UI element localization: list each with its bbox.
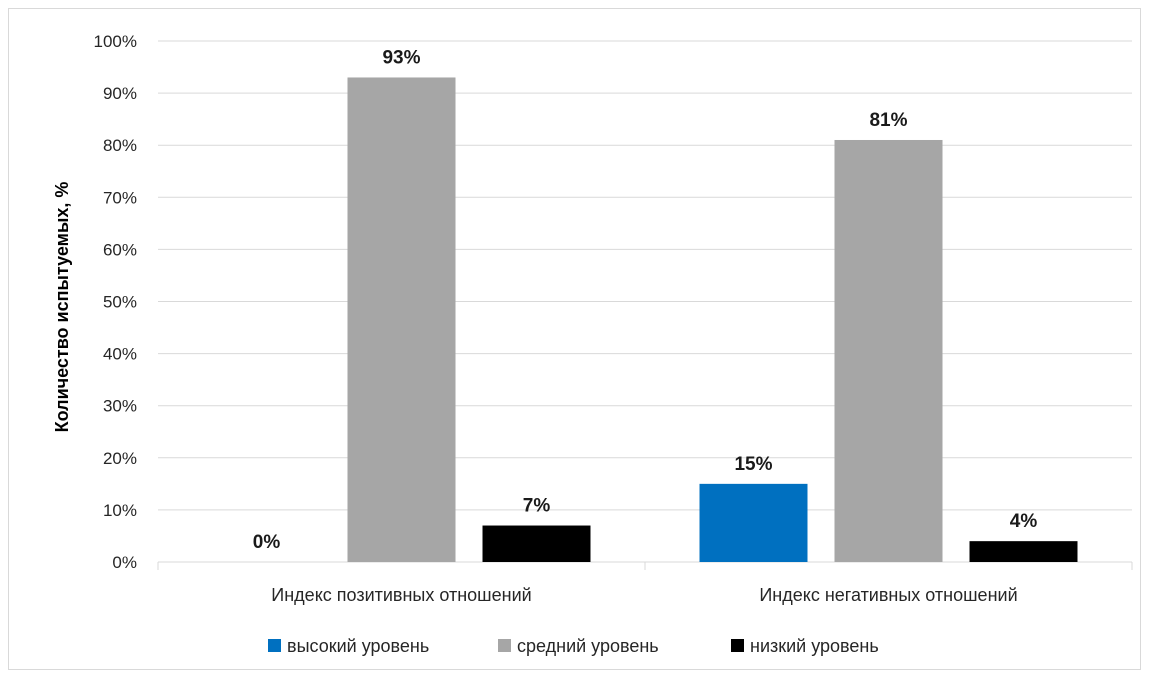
y-tick-label: 30% — [103, 397, 137, 416]
bar — [699, 483, 808, 562]
category-label: Индекс позитивных отношений — [271, 585, 531, 605]
data-label: 81% — [869, 110, 907, 131]
y-tick-label: 100% — [94, 32, 137, 51]
y-tick-label: 20% — [103, 449, 137, 468]
data-label: 0% — [253, 532, 281, 553]
data-label: 7% — [523, 496, 551, 517]
data-labels: 0% 93% 7% 15% 81% 4% — [253, 47, 1038, 553]
bar — [834, 139, 943, 563]
data-label: 4% — [1010, 511, 1038, 532]
bars — [347, 77, 1078, 563]
data-label: 15% — [734, 454, 772, 475]
y-tick-label: 0% — [112, 553, 137, 572]
y-tick-label: 50% — [103, 293, 137, 312]
legend-label: низкий уровень — [750, 636, 879, 656]
legend-swatch — [498, 639, 511, 652]
y-axis-ticks: 0% 10% 20% 30% 40% 50% 60% 70% 80% 90% 100% — [94, 32, 137, 572]
y-tick-label: 40% — [103, 345, 137, 364]
category-label: Индекс негативных отношений — [759, 585, 1017, 605]
x-axis-categories: Индекс позитивных отношений Индекс негати… — [271, 585, 1017, 605]
y-tick-label: 10% — [103, 501, 137, 520]
bar — [347, 77, 456, 562]
y-tick-label: 90% — [103, 84, 137, 103]
y-tick-label: 80% — [103, 136, 137, 155]
legend: высокий уровень средний уровень низкий уро… — [268, 636, 879, 656]
legend-swatch — [268, 639, 281, 652]
legend-label: средний уровень — [517, 636, 659, 656]
y-tick-label: 60% — [103, 240, 137, 259]
legend-label: высокий уровень — [287, 636, 429, 656]
legend-swatch — [731, 639, 744, 652]
y-axis-title: Количество испытуемых, % — [52, 182, 72, 433]
data-label: 93% — [382, 47, 420, 68]
y-tick-label: 70% — [103, 188, 137, 207]
bar — [969, 541, 1078, 562]
bar — [482, 525, 591, 562]
gridlines — [157, 40, 1133, 570]
